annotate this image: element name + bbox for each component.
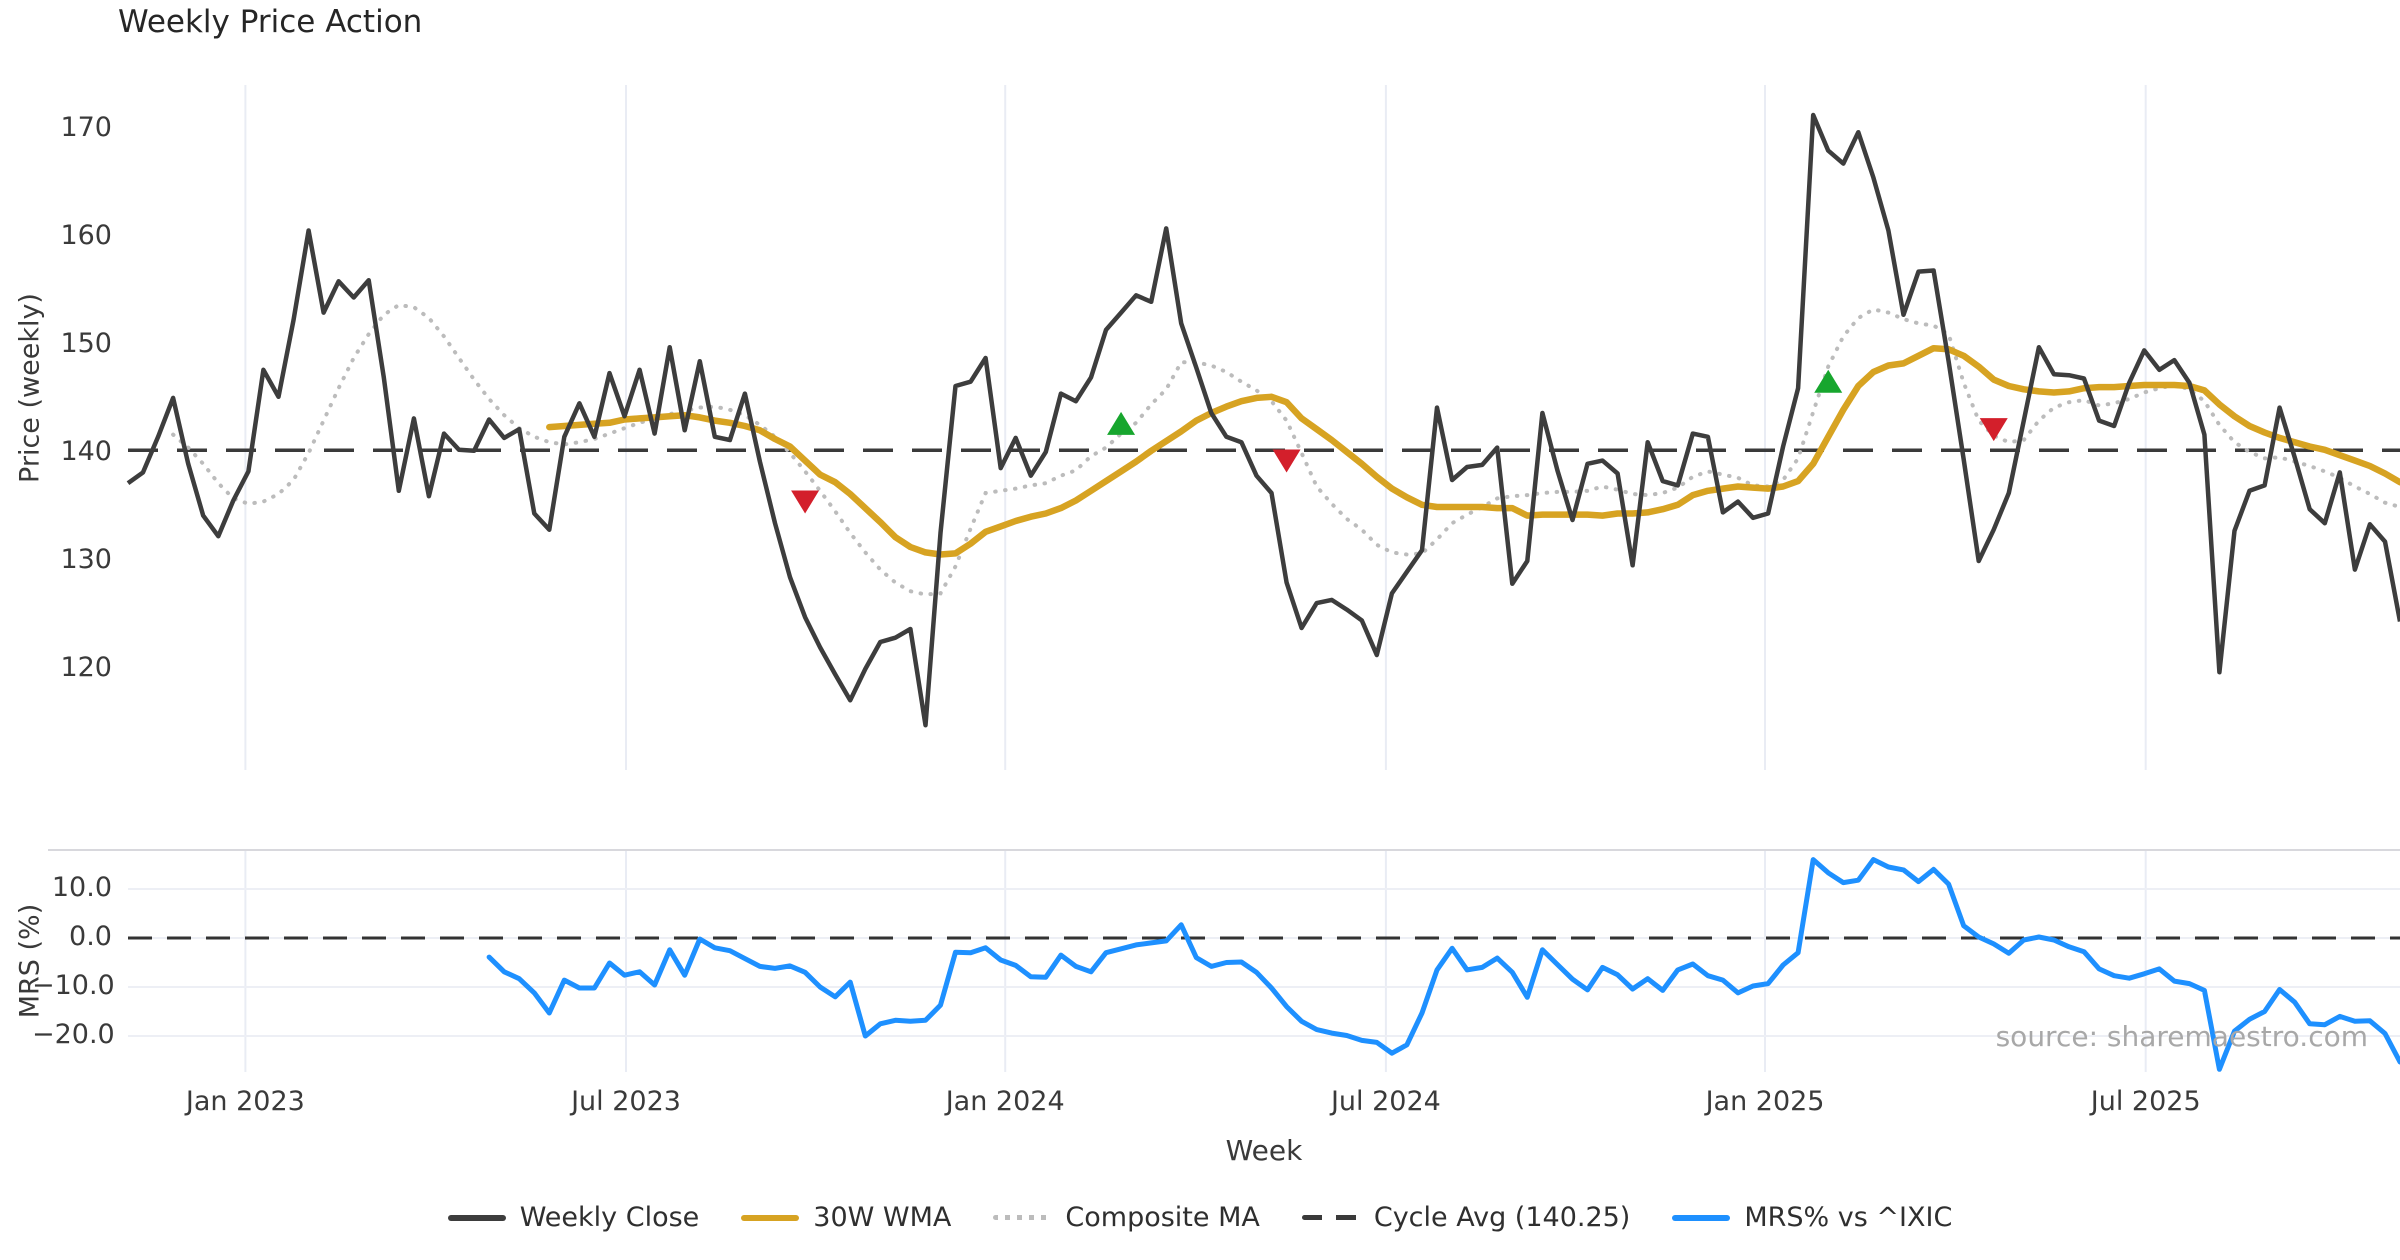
legend-item: 30W WMA bbox=[741, 1202, 951, 1233]
mrs-tick-label: −10.0 bbox=[32, 970, 115, 1001]
x-axis-label: Week bbox=[1225, 1134, 1303, 1167]
price-tick-label: 120 bbox=[60, 652, 112, 683]
legend-swatch-solid bbox=[1672, 1214, 1731, 1221]
wma-30w-line bbox=[546, 344, 2400, 558]
legend-label: Weekly Close bbox=[519, 1202, 700, 1233]
mrs-tick-label: 10.0 bbox=[51, 872, 112, 903]
sell-marker bbox=[791, 490, 820, 514]
mrs-tick-label: −20.0 bbox=[32, 1019, 115, 1050]
sell-marker bbox=[1979, 418, 2008, 442]
x-tick-label: Jan 2025 bbox=[1705, 1086, 1825, 1117]
composite-ma-line bbox=[171, 302, 2400, 597]
x-tick-label: Jul 2025 bbox=[2090, 1086, 2201, 1117]
legend-swatch-dotted bbox=[993, 1215, 1052, 1220]
weekly-close-line bbox=[126, 112, 2400, 728]
mrs-tick-label: 0.0 bbox=[69, 921, 112, 952]
chart-legend: Weekly Close 30W WMA Composite MA Cycle Avg… bbox=[0, 1202, 2400, 1233]
legend-swatch-solid bbox=[447, 1214, 506, 1221]
sell-marker bbox=[1272, 449, 1301, 473]
x-tick-label: Jul 2024 bbox=[1330, 1086, 1441, 1117]
x-tick-label: Jul 2023 bbox=[571, 1086, 681, 1117]
buy-marker bbox=[1814, 369, 1843, 393]
mrs-line bbox=[486, 857, 2400, 1072]
source-note: source: sharemaestro.com bbox=[1995, 1020, 2368, 1053]
legend-item: Weekly Close bbox=[447, 1202, 700, 1233]
page-title: Weekly Price Action bbox=[118, 4, 423, 40]
price-tick-label: 170 bbox=[60, 112, 112, 143]
buy-marker bbox=[1107, 411, 1136, 435]
price-tick-label: 150 bbox=[60, 328, 112, 359]
x-tick-label: Jan 2023 bbox=[185, 1086, 305, 1117]
legend-label: MRS% vs ^IXIC bbox=[1744, 1202, 1953, 1233]
x-tick-label: Jan 2024 bbox=[945, 1086, 1065, 1117]
legend-label: Cycle Avg (140.25) bbox=[1373, 1202, 1631, 1233]
legend-label: 30W WMA bbox=[813, 1202, 952, 1233]
legend-item: Cycle Avg (140.25) bbox=[1301, 1202, 1631, 1233]
legend-item: MRS% vs ^IXIC bbox=[1672, 1202, 1952, 1233]
price-tick-label: 160 bbox=[60, 220, 112, 251]
legend-label: Composite MA bbox=[1065, 1202, 1260, 1233]
legend-swatch-dashed bbox=[1301, 1215, 1360, 1220]
legend-item: Composite MA bbox=[993, 1202, 1260, 1233]
legend-swatch-solid bbox=[741, 1214, 800, 1221]
price-tick-label: 130 bbox=[60, 544, 112, 575]
price-tick-label: 140 bbox=[60, 436, 112, 467]
